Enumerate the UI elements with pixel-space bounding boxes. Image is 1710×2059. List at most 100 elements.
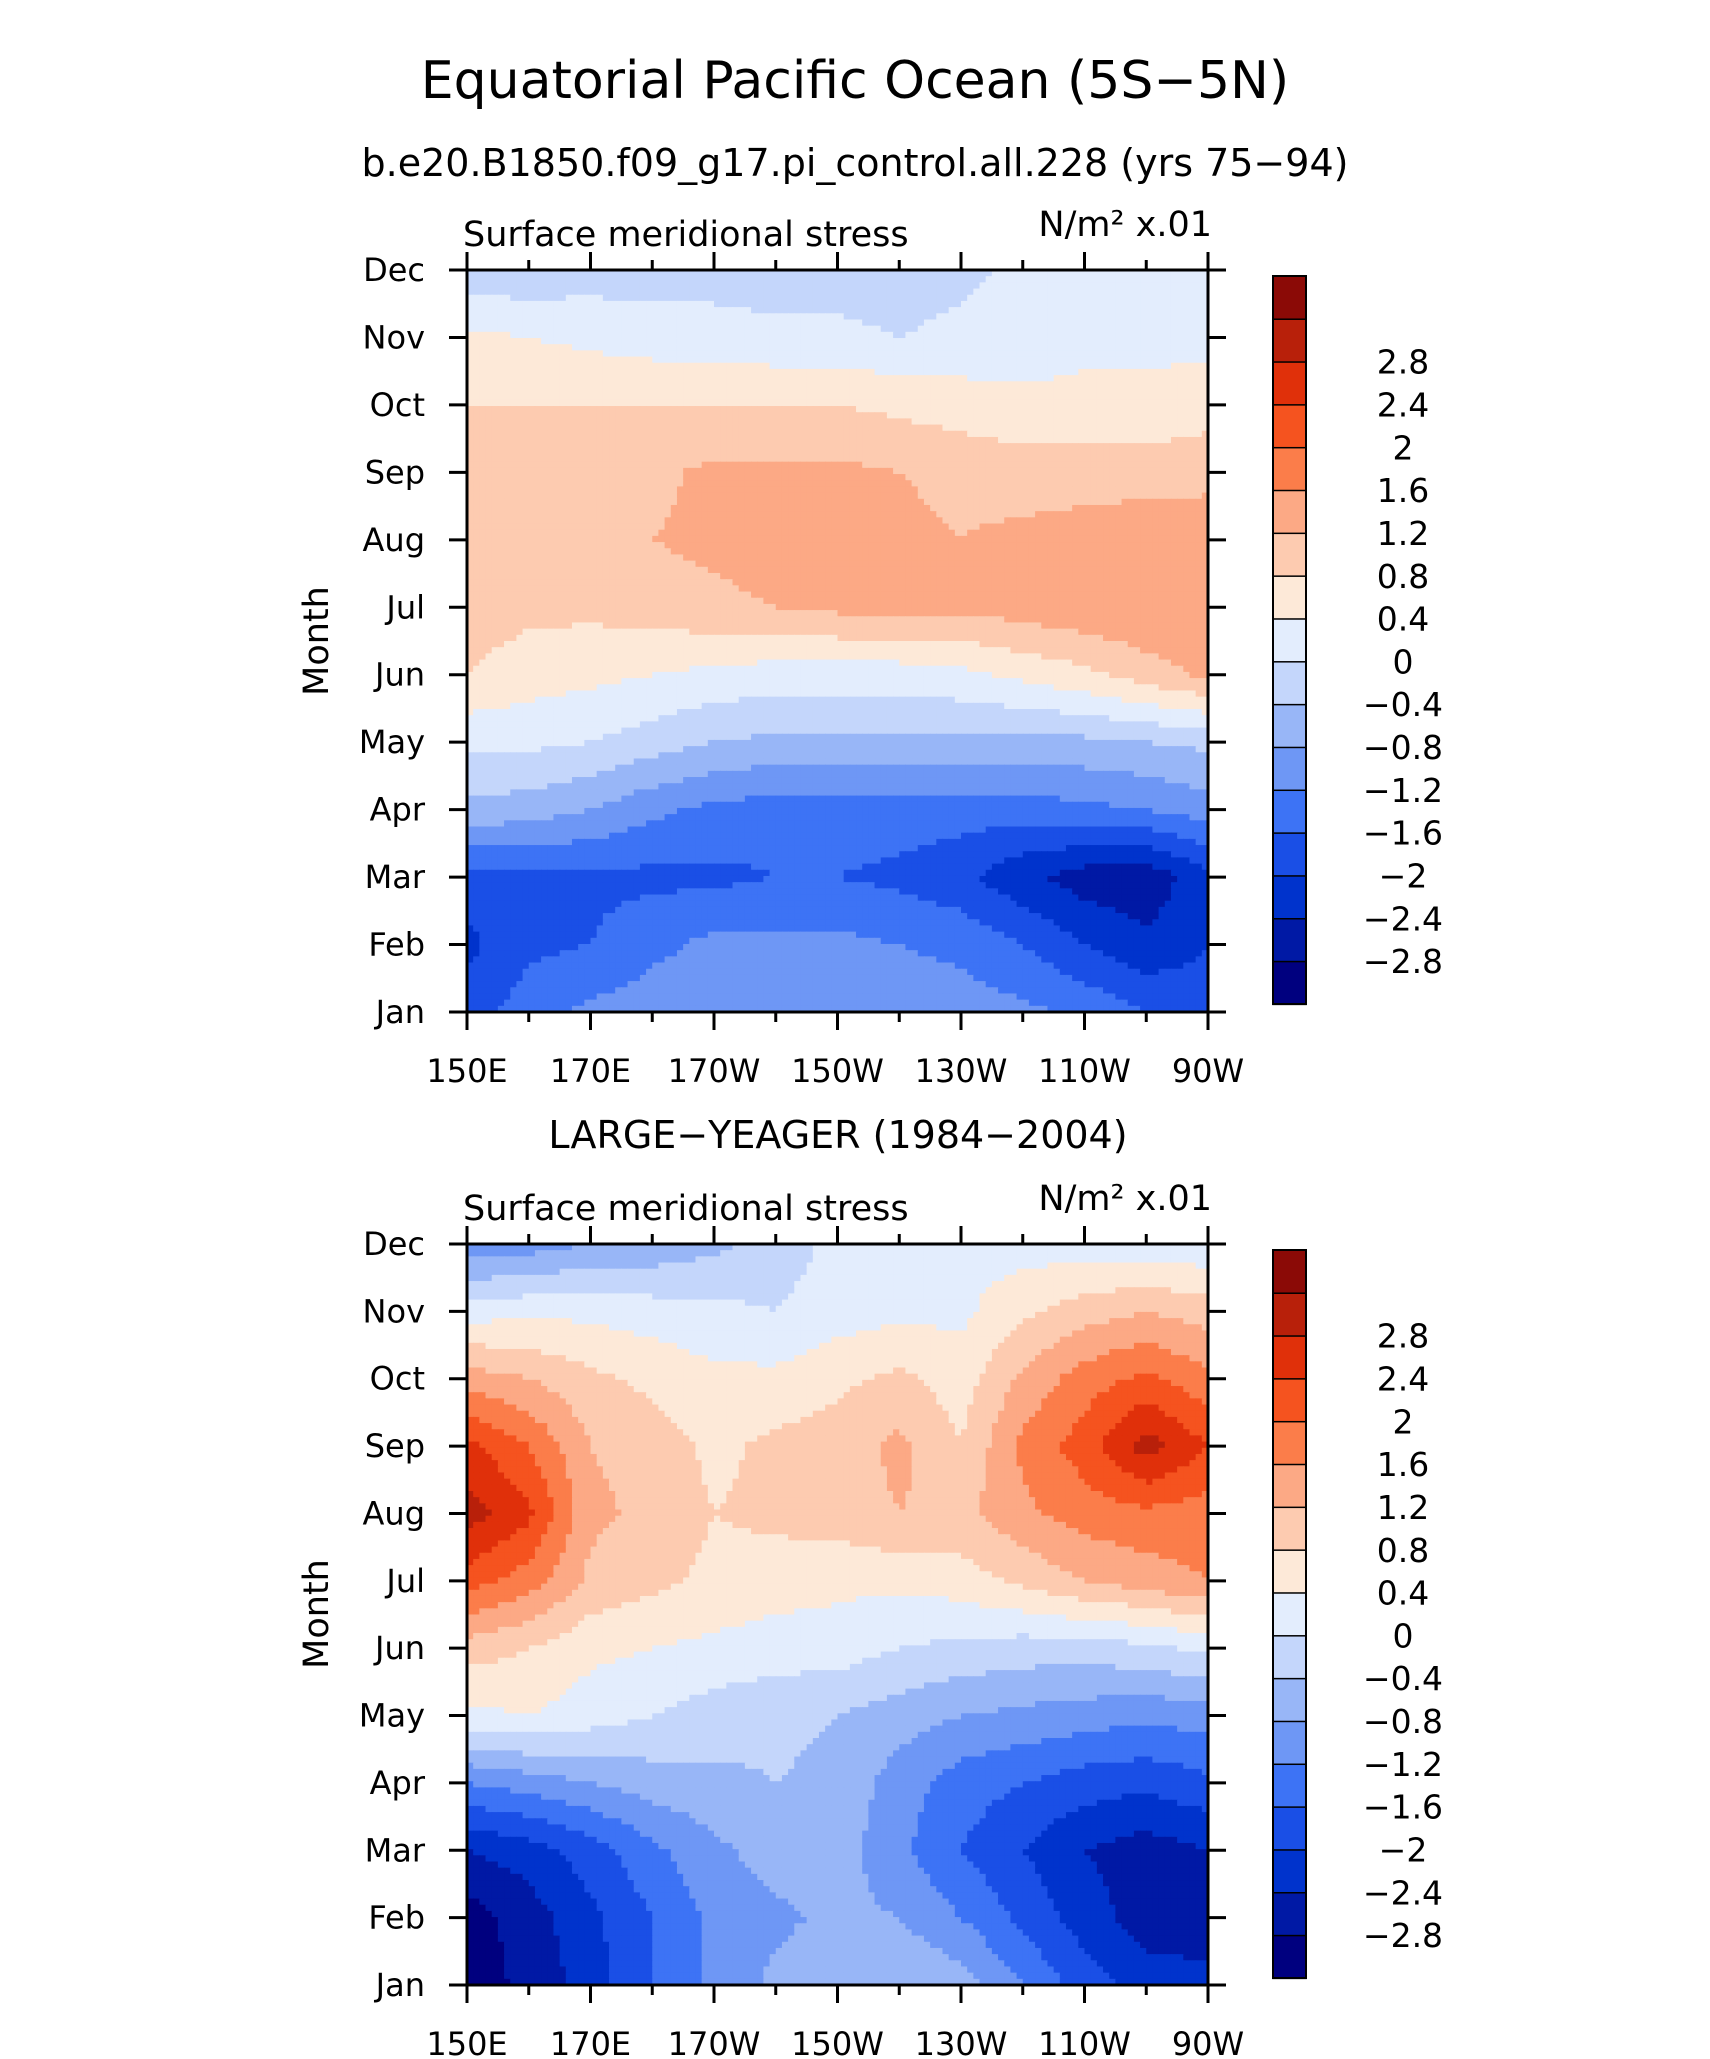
contour-cell — [1177, 474, 1184, 481]
contour-cell — [602, 338, 610, 345]
contour-cell — [683, 467, 690, 475]
contour-cell — [1059, 368, 1067, 376]
contour-cell — [1041, 486, 1049, 494]
contour-cell — [1121, 300, 1129, 308]
contour-cell — [639, 430, 647, 438]
contour-cell — [979, 412, 987, 419]
contour-cell — [917, 375, 925, 382]
contour-cell — [763, 517, 771, 525]
contour-cell — [806, 362, 814, 370]
contour-cell — [707, 486, 715, 494]
contour-cell — [676, 486, 684, 494]
contour-cell — [602, 344, 610, 351]
contour-cell — [1028, 387, 1036, 395]
contour-cell — [571, 368, 579, 376]
contour-cell — [584, 276, 592, 283]
contour-cell — [516, 375, 524, 382]
contour-cell — [541, 418, 548, 426]
contour-cell — [565, 399, 573, 407]
contour-cell — [652, 418, 660, 426]
contour-cell — [744, 480, 752, 488]
contour-cell — [843, 443, 851, 450]
contour-cell — [886, 313, 894, 321]
contour-cell — [954, 406, 962, 413]
contour-cell — [775, 331, 783, 339]
contour-cell — [1140, 436, 1147, 444]
contour-cell — [818, 511, 826, 518]
contour-cell — [1053, 399, 1061, 407]
contour-cell — [720, 399, 727, 407]
contour-cell — [676, 480, 684, 488]
contour-cell — [639, 331, 647, 339]
contour-cell — [1084, 393, 1092, 401]
contour-cell — [942, 307, 950, 314]
contour-cell — [886, 406, 894, 413]
contour-cell — [911, 276, 919, 283]
contour-cell — [751, 455, 758, 463]
contour-cell — [720, 523, 727, 531]
contour-cell — [596, 480, 604, 488]
contour-cell — [553, 461, 561, 469]
contour-cell — [534, 406, 542, 413]
contour-cell — [609, 350, 616, 358]
contour-cell — [516, 474, 524, 481]
contour-cell — [714, 270, 721, 277]
contour-cell — [559, 455, 567, 463]
contour-cell — [973, 276, 981, 283]
contour-cell — [676, 362, 684, 370]
contour-cell — [874, 399, 882, 407]
contour-cell — [744, 356, 752, 364]
contour-cell — [775, 362, 783, 370]
contour-cell — [744, 338, 752, 345]
contour-cell — [936, 362, 944, 370]
contour-cell — [818, 430, 826, 438]
contour-cell — [1152, 356, 1160, 364]
contour-cell — [1109, 443, 1116, 450]
contour-cell — [479, 449, 487, 457]
contour-cell — [497, 294, 505, 302]
contour-cell — [1164, 406, 1172, 413]
contour-cell — [917, 288, 925, 296]
contour-cell — [670, 486, 678, 494]
contour-cell — [1158, 504, 1166, 512]
contour-cell — [1140, 455, 1147, 463]
contour-cell — [621, 461, 629, 469]
contour-cell — [695, 368, 703, 376]
contour-cell — [744, 331, 752, 339]
contour-cell — [1115, 331, 1123, 339]
contour-cell — [905, 325, 913, 333]
contour-cell — [942, 294, 950, 302]
contour-cell — [991, 511, 999, 518]
contour-cell — [1041, 338, 1049, 345]
contour-cell — [615, 443, 622, 450]
contour-cell — [775, 399, 783, 407]
contour-cell — [1028, 461, 1036, 469]
contour-cell — [701, 474, 709, 481]
contour-cell — [843, 307, 851, 314]
contour-cell — [843, 474, 851, 481]
contour-cell — [1096, 331, 1104, 339]
contour-cell — [1158, 331, 1166, 339]
contour-cell — [800, 276, 808, 283]
contour-cell — [485, 356, 493, 364]
contour-cell — [467, 430, 474, 438]
contour-cell — [1121, 517, 1129, 525]
contour-cell — [930, 511, 937, 518]
contour-cell — [886, 381, 894, 389]
contour-cell — [1109, 455, 1116, 463]
contour-cell — [1084, 387, 1092, 395]
contour-cell — [751, 350, 758, 358]
contour-cell — [1152, 418, 1160, 426]
contour-cell — [726, 307, 734, 314]
contour-cell — [689, 294, 697, 302]
contour-cell — [775, 492, 783, 500]
contour-cell — [1170, 418, 1178, 426]
contour-cell — [473, 356, 480, 364]
contour-cell — [547, 282, 555, 290]
contour-cell — [676, 393, 684, 401]
contour-cell — [1010, 474, 1018, 481]
contour-cell — [1084, 449, 1092, 457]
contour-cell — [775, 325, 783, 333]
contour-cell — [738, 498, 746, 506]
contour-cell — [670, 300, 678, 308]
